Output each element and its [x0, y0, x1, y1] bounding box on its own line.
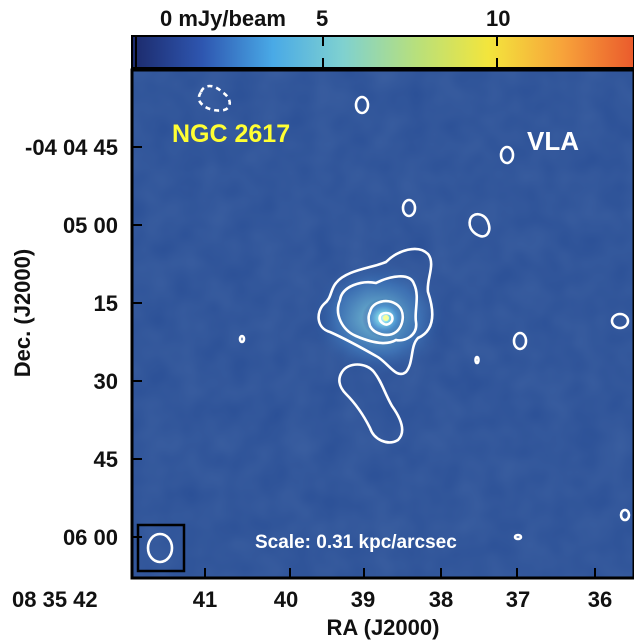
- contour-blob-north: [401, 198, 417, 218]
- y-tick-label: 45: [94, 447, 118, 472]
- x-tick-label: 08 35 42: [12, 587, 98, 612]
- scale-label: Scale: 0.31 kpc/arcsec: [255, 532, 457, 553]
- contour-blob-east: [512, 331, 528, 351]
- y-tick-label: 15: [94, 291, 118, 316]
- x-tick-label: 37: [506, 587, 530, 612]
- contour-core: [378, 311, 394, 326]
- contour-negative: [197, 84, 232, 112]
- y-tick-label: 30: [94, 369, 118, 394]
- colorbar-gradient: [131, 35, 634, 69]
- contour-blob-small-east: [474, 355, 480, 365]
- contour-outer: [317, 247, 434, 376]
- x-tick-label: 40: [274, 587, 298, 612]
- contour-blob-scale: [513, 533, 523, 541]
- contour-blob-top: [354, 95, 370, 115]
- y-axis: -04 04 45 05 00 15 30 45 06 00 Dec. (J20…: [10, 135, 118, 550]
- y-tick-label: -04 04 45: [25, 135, 118, 160]
- contour-blob-upper-right: [499, 145, 515, 165]
- x-tick-label: 38: [429, 587, 453, 612]
- map-frame: [130, 68, 634, 580]
- core-peak: [383, 315, 389, 321]
- x-tick-label: 36: [588, 587, 612, 612]
- radio-map: NGC 2617 VLA Scale: 0.31 kpc/arcsec: [132, 70, 634, 578]
- contour-inner: [367, 299, 405, 337]
- y-axis-label: Dec. (J2000): [10, 249, 35, 377]
- instrument-label: VLA: [527, 126, 579, 156]
- contour-southern-tail: [338, 363, 404, 444]
- x-tick-label: 39: [351, 587, 375, 612]
- contour-blob-edge: [610, 312, 630, 330]
- y-tick-label: 05 00: [63, 213, 118, 238]
- x-tick-label: 41: [193, 587, 217, 612]
- x-axis: 08 35 42 41 40 39 38 37 36 RA (J2000): [12, 587, 612, 640]
- colorbar-tick-5: 5: [316, 6, 328, 31]
- object-label: NGC 2617: [172, 120, 290, 148]
- x-axis-label: RA (J2000): [327, 615, 440, 640]
- contour-mid: [336, 275, 419, 345]
- contour-blob-west: [238, 334, 246, 344]
- contour-blob-lower-right: [619, 508, 631, 522]
- beam-indicator: [136, 523, 186, 573]
- colorbar: 0 mJy/beam 5 10: [131, 6, 634, 69]
- contours: [197, 84, 631, 541]
- colorbar-tick-10: 10: [486, 6, 510, 31]
- colorbar-unit-label: 0 mJy/beam: [160, 6, 286, 31]
- y-tick-label: 06 00: [63, 525, 118, 550]
- contour-blob-northeast: [468, 212, 491, 238]
